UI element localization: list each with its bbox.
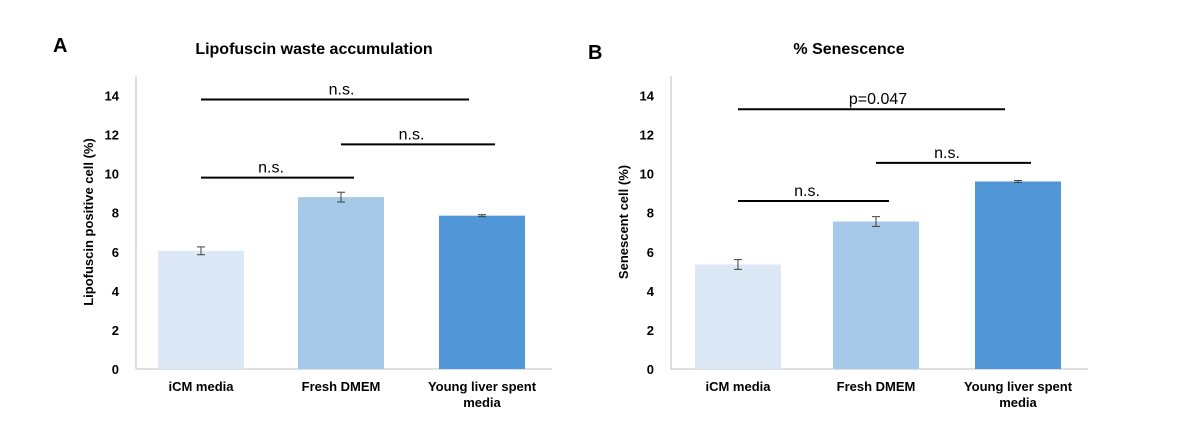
- bar: [695, 264, 781, 369]
- y-tick-label: 10: [640, 167, 654, 182]
- significance-label: n.s.: [258, 160, 284, 177]
- bar: [158, 250, 244, 369]
- x-category-label: Fresh DMEM: [302, 379, 381, 394]
- y-tick-label: 2: [112, 323, 119, 338]
- panel-letter-b: B: [588, 42, 602, 64]
- y-tick-label: 4: [647, 284, 655, 299]
- y-tick-label: 14: [105, 89, 120, 104]
- plot-area-b: 0 2 4 6 8 10 12 14 iCM media Fresh DMEM Young live…: [640, 76, 1088, 410]
- y-tick-label: 10: [105, 167, 119, 182]
- bar: [833, 221, 919, 369]
- y-tick-label: 6: [647, 245, 654, 260]
- y-tick-label: 8: [112, 206, 119, 221]
- y-tick-label: 14: [640, 89, 655, 104]
- y-axis-title-b: Senescent cell (%): [616, 165, 631, 279]
- x-category-label: Young liver spent: [428, 379, 537, 394]
- x-category-label: Fresh DMEM: [837, 379, 916, 394]
- x-category-label: iCM media: [705, 379, 771, 394]
- chart-title-b: % Senescence: [793, 41, 904, 58]
- y-tick-label: 12: [105, 128, 119, 143]
- panel-letter-a: A: [53, 35, 67, 57]
- y-tick-label: 12: [640, 128, 654, 143]
- significance-label: n.s.: [329, 81, 355, 98]
- x-category-label: media: [463, 395, 501, 410]
- plot-area-a: 0 2 4 6 8 10 12 14 iCM media Fresh DMEM Young live…: [105, 76, 552, 410]
- bar: [975, 181, 1061, 369]
- bar: [298, 197, 384, 369]
- y-tick-label: 2: [647, 323, 654, 338]
- chart-title-a: Lipofuscin waste accumulation: [195, 41, 432, 58]
- chart-panel-b: B % Senescence Senescent cell (%) 0 2 4 6 8 1…: [588, 41, 1088, 410]
- x-category-label: media: [999, 395, 1037, 410]
- significance-label: n.s.: [399, 126, 425, 143]
- y-tick-label: 0: [112, 362, 119, 377]
- bar: [439, 215, 525, 369]
- y-axis-title-a: Lipofuscin positive cell (%): [81, 138, 96, 306]
- chart-panel-a: A Lipofuscin waste accumulation Lipofusc…: [53, 35, 552, 410]
- y-tick-label: 8: [647, 206, 654, 221]
- x-category-label: iCM media: [168, 379, 234, 394]
- significance-label: n.s.: [794, 183, 820, 200]
- y-tick-label: 6: [112, 245, 119, 260]
- x-category-label: Young liver spent: [964, 379, 1073, 394]
- significance-label: p=0.047: [849, 91, 907, 108]
- y-tick-label: 4: [112, 284, 120, 299]
- y-tick-label: 0: [647, 362, 654, 377]
- significance-label: n.s.: [934, 145, 960, 162]
